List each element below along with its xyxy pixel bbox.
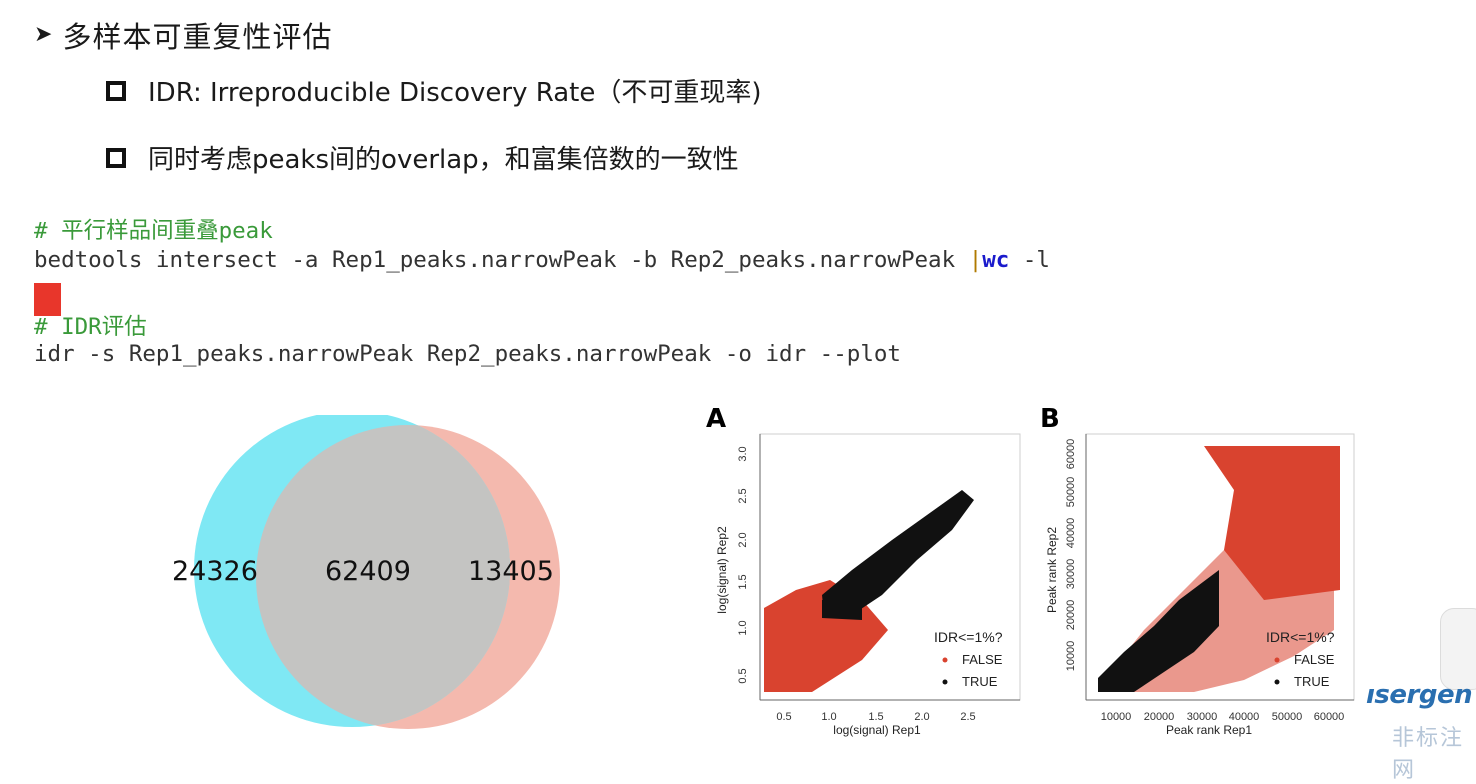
code-comment: # 平行样品间重叠peak <box>34 218 273 244</box>
code-text: -l <box>1009 247 1050 273</box>
arrow-bullet-icon: ➤ <box>34 22 53 47</box>
y-tick-label: 40000 <box>1065 518 1077 549</box>
y-tick-label: 10000 <box>1065 641 1077 672</box>
watermark: 非标注网 <box>1392 726 1465 783</box>
code-pipe: | <box>968 247 983 273</box>
y-axis-label: log(signal) Rep2 <box>715 526 729 614</box>
panel-letter-b: B <box>1040 404 1060 434</box>
code-keyword: wc <box>982 247 1010 273</box>
panel-letter-a: A <box>706 404 727 434</box>
bullet-text: IDR: Irreproducible Discovery Rate（不可重现率… <box>148 78 762 108</box>
scatter-cloud-true <box>822 600 862 620</box>
slide-title: 多样本可重复性评估 <box>62 20 333 54</box>
code-line: idr -s Rep1_peaks.narrowPeak Rep2_peaks.… <box>34 341 901 367</box>
legend-label-true: TRUE <box>1294 674 1330 689</box>
cursor-marker <box>34 283 61 316</box>
y-tick-label: 1.0 <box>737 620 749 635</box>
legend-title: IDR<=1%? <box>934 629 1003 645</box>
y-tick-label: 0.5 <box>737 668 749 683</box>
legend-label-false: FALSE <box>962 652 1003 667</box>
legend-label-false: FALSE <box>1294 652 1335 667</box>
legend-dot-false <box>942 657 948 663</box>
venn-overlap-count: 62409 <box>325 556 411 587</box>
x-tick-label: 40000 <box>1229 711 1260 723</box>
x-axis-label: Peak rank Rep1 <box>1166 723 1252 737</box>
square-bullet-icon <box>106 147 126 168</box>
x-tick-label: 20000 <box>1144 711 1175 723</box>
venn-overlap <box>256 425 510 727</box>
bullet-item: 同时考虑peaks间的overlap，和富集倍数的一致性 <box>106 139 739 176</box>
y-tick-label: 3.0 <box>737 446 749 461</box>
y-axis-label: Peak rank Rep2 <box>1045 527 1059 613</box>
scatter-cloud-true <box>822 490 974 615</box>
x-tick-label: 30000 <box>1187 711 1218 723</box>
y-tick-label: 50000 <box>1065 477 1077 508</box>
y-tick-label: 20000 <box>1065 600 1077 631</box>
legend-title: IDR<=1%? <box>1266 629 1335 645</box>
x-tick-label: 60000 <box>1314 711 1345 723</box>
x-tick-label: 0.5 <box>776 711 791 723</box>
legend-label-true: TRUE <box>962 674 998 689</box>
legend-dot-true <box>1274 679 1280 685</box>
scatter-plot-a: 0.5 1.0 1.5 2.0 2.5 0.5 1.0 1.5 2.0 2.5 … <box>715 433 1021 737</box>
x-axis-label: log(signal) Rep1 <box>833 723 921 737</box>
scatter-plot-b: 10000 20000 30000 40000 50000 60000 1000… <box>1045 433 1355 737</box>
y-tick-label: 60000 <box>1065 439 1077 470</box>
x-tick-label: 1.5 <box>868 711 883 723</box>
x-tick-label: 10000 <box>1101 711 1132 723</box>
square-bullet-icon <box>106 80 126 101</box>
y-tick-label: 1.5 <box>737 574 749 589</box>
slide-title-row: ➤ 多样本可重复性评估 <box>34 14 332 56</box>
y-tick-label: 2.5 <box>737 488 749 503</box>
x-tick-label: 50000 <box>1272 711 1303 723</box>
code-line: bedtools intersect -a Rep1_peaks.narrowP… <box>34 247 1050 273</box>
side-floating-widget[interactable] <box>1440 608 1476 690</box>
y-tick-label: 30000 <box>1065 559 1077 590</box>
legend-dot-false <box>1274 657 1280 663</box>
x-tick-label: 1.0 <box>821 711 836 723</box>
y-tick-label: 2.0 <box>737 532 749 547</box>
bullet-item: IDR: Irreproducible Discovery Rate（不可重现率… <box>106 72 762 109</box>
x-tick-label: 2.5 <box>960 711 975 723</box>
bullet-text: 同时考虑peaks间的overlap，和富集倍数的一致性 <box>148 145 739 175</box>
venn-left-count: 24326 <box>172 556 258 587</box>
code-text: bedtools intersect -a Rep1_peaks.narrowP… <box>34 247 969 273</box>
code-comment: # IDR评估 <box>34 314 147 340</box>
x-tick-label: 2.0 <box>914 711 929 723</box>
venn-diagram <box>194 415 560 729</box>
scatter-cloud-true <box>1098 570 1219 692</box>
company-logo: ısergen <box>1366 680 1473 710</box>
scatter-cloud-false <box>1204 446 1340 600</box>
legend-dot-true <box>942 679 948 685</box>
venn-right-count: 13405 <box>468 556 554 587</box>
